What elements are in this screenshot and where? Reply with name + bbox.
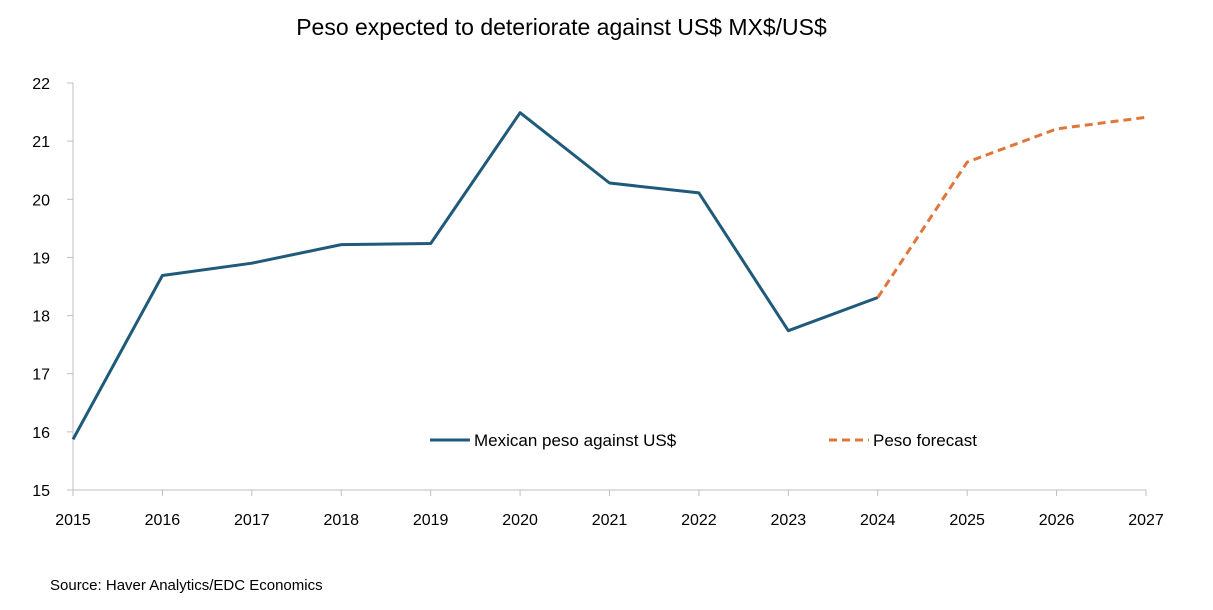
y-tick-label: 22 (32, 76, 50, 93)
y-tick-label: 18 (32, 309, 50, 326)
x-tick-label: 2020 (502, 512, 538, 529)
x-tick-label: 2025 (949, 512, 985, 529)
series-line-2 (876, 115, 1147, 299)
legend-label-2: Peso forecast (873, 431, 977, 450)
x-tick-label: 2023 (771, 512, 807, 529)
x-tick-label: 2021 (592, 512, 628, 529)
series-line-1 (71, 111, 879, 441)
x-tick-label: 2017 (234, 512, 270, 529)
x-tick-label: 2019 (413, 512, 449, 529)
y-tick-label: 17 (32, 367, 50, 384)
y-tick-label: 20 (32, 192, 50, 209)
series-layer (71, 111, 1147, 441)
x-tick-label: 2016 (145, 512, 181, 529)
source-note: Source: Haver Analytics/EDC Economics (50, 577, 323, 594)
legend-label-1: Mexican peso against US$ (474, 431, 677, 450)
x-tick-label: 2022 (681, 512, 717, 529)
y-tick-label: 19 (32, 250, 50, 267)
x-tick-label: 2018 (323, 512, 359, 529)
x-tick-label: 2024 (860, 512, 896, 529)
y-tick-label: 15 (32, 483, 50, 500)
y-tick-label: 16 (32, 425, 50, 442)
x-tick-label: 2027 (1128, 512, 1164, 529)
x-tick-label: 2026 (1039, 512, 1075, 529)
legend: Mexican peso against US$ Peso forecast (430, 431, 977, 450)
chart-title: Peso expected to deteriorate against US$… (296, 14, 827, 40)
y-tick-label: 21 (32, 134, 50, 151)
x-tick-label: 2015 (55, 512, 91, 529)
